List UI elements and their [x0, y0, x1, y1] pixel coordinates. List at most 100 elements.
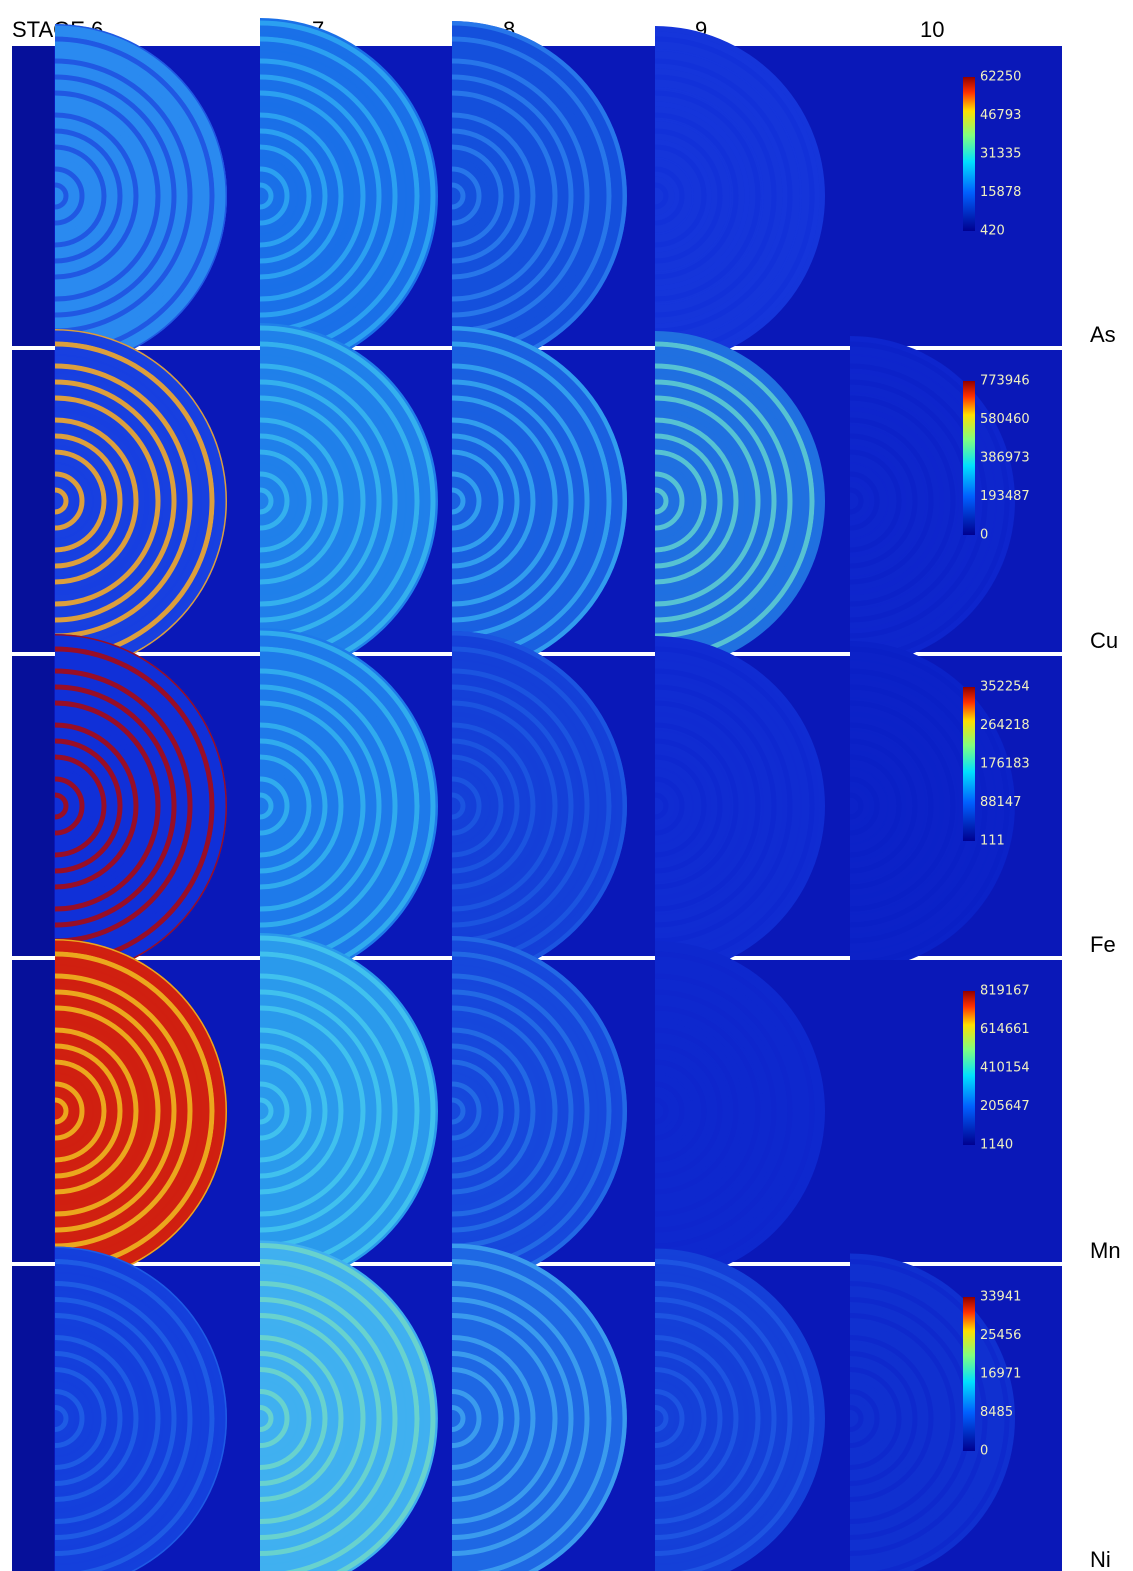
ring	[55, 1297, 177, 1540]
ring	[55, 1335, 139, 1502]
ring	[452, 368, 585, 634]
ring	[655, 487, 669, 515]
ring	[55, 738, 123, 874]
ring	[655, 754, 707, 858]
ring	[452, 700, 558, 912]
ring	[260, 1389, 290, 1448]
ring	[55, 659, 202, 953]
ring	[452, 1341, 529, 1496]
ring	[260, 1072, 299, 1150]
ring	[850, 424, 927, 578]
ring	[850, 476, 875, 526]
ring	[55, 336, 220, 666]
panel-edge	[12, 46, 54, 346]
ring	[452, 1297, 574, 1540]
ring	[655, 1254, 820, 1571]
ring	[850, 336, 1015, 666]
colorbar-label: 420	[980, 224, 1005, 239]
ring	[850, 1394, 875, 1443]
ring	[55, 749, 112, 863]
ring	[55, 729, 132, 883]
ring	[655, 1313, 761, 1524]
ring	[55, 776, 85, 836]
ring	[655, 1341, 732, 1496]
ring	[260, 336, 425, 666]
ring	[452, 363, 590, 639]
ring	[55, 363, 193, 639]
panel-edge	[12, 1266, 54, 1571]
ring	[55, 1281, 193, 1556]
ring	[655, 1002, 764, 1220]
ring	[850, 1254, 1015, 1571]
ring	[655, 101, 750, 291]
ring	[452, 1351, 520, 1486]
ring	[55, 989, 177, 1233]
colorbar-label: 773946	[980, 374, 1030, 389]
ring	[260, 668, 398, 944]
ring	[850, 659, 997, 953]
ring	[260, 749, 317, 863]
ring	[260, 684, 382, 928]
ring	[655, 792, 669, 820]
ring	[850, 417, 934, 585]
ring	[452, 119, 529, 273]
ring	[260, 646, 420, 966]
ring	[655, 1351, 723, 1486]
ring	[260, 673, 393, 939]
ring	[55, 684, 177, 928]
ring	[55, 641, 220, 971]
ring	[55, 1286, 188, 1551]
ring	[55, 781, 80, 831]
ring	[260, 641, 425, 971]
ring	[452, 1286, 585, 1551]
ring	[55, 58, 193, 334]
ring	[452, 476, 477, 526]
ring	[655, 395, 761, 607]
ring	[655, 668, 793, 944]
ring	[452, 90, 558, 302]
ring	[55, 978, 188, 1244]
ring	[452, 395, 558, 607]
ring	[55, 767, 94, 845]
ring	[55, 1254, 220, 1571]
ring	[452, 1005, 558, 1217]
ring	[452, 1097, 466, 1125]
ring	[260, 1335, 344, 1502]
ring	[55, 379, 177, 623]
ring	[55, 1081, 85, 1141]
ring	[655, 433, 723, 569]
ring	[452, 1072, 491, 1150]
ring	[655, 363, 793, 639]
ring	[655, 978, 788, 1244]
ring	[850, 668, 988, 944]
ring	[452, 1271, 599, 1566]
ring	[260, 630, 436, 982]
ring	[850, 754, 902, 858]
ring	[452, 449, 504, 553]
ring	[260, 776, 290, 836]
ring	[260, 1243, 436, 1571]
ring	[452, 1309, 561, 1528]
ring	[55, 1072, 94, 1150]
ring	[452, 471, 482, 531]
ring	[260, 951, 420, 1271]
ring	[452, 406, 547, 596]
ring	[55, 166, 85, 226]
colorbar-label: 31335	[980, 147, 1021, 162]
ring	[452, 936, 627, 1286]
ring	[655, 49, 802, 343]
ring	[260, 792, 274, 820]
ring	[655, 379, 777, 623]
ring	[850, 1286, 983, 1551]
element-label: Ni	[1090, 1547, 1111, 1571]
ring	[260, 1297, 382, 1540]
colorbar	[963, 991, 975, 1145]
ring	[655, 964, 802, 1258]
ring	[55, 395, 161, 607]
ring	[655, 1389, 685, 1448]
ring	[655, 729, 732, 883]
ring	[655, 354, 802, 648]
ring	[655, 711, 750, 901]
ring	[452, 166, 482, 226]
ring	[452, 49, 599, 343]
